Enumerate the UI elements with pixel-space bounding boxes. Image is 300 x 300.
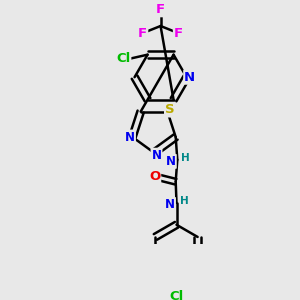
Text: N: N: [125, 130, 135, 143]
Text: F: F: [156, 3, 165, 16]
Text: N: N: [165, 198, 175, 211]
Text: H: H: [181, 153, 190, 163]
Text: S: S: [165, 103, 175, 116]
Text: N: N: [166, 155, 176, 168]
Text: N: N: [184, 71, 195, 84]
Text: Cl: Cl: [169, 290, 184, 300]
Text: H: H: [180, 196, 189, 206]
Text: N: N: [152, 149, 161, 162]
Text: Cl: Cl: [116, 52, 130, 65]
Text: F: F: [138, 27, 147, 40]
Text: O: O: [149, 169, 160, 182]
Text: F: F: [174, 27, 183, 40]
